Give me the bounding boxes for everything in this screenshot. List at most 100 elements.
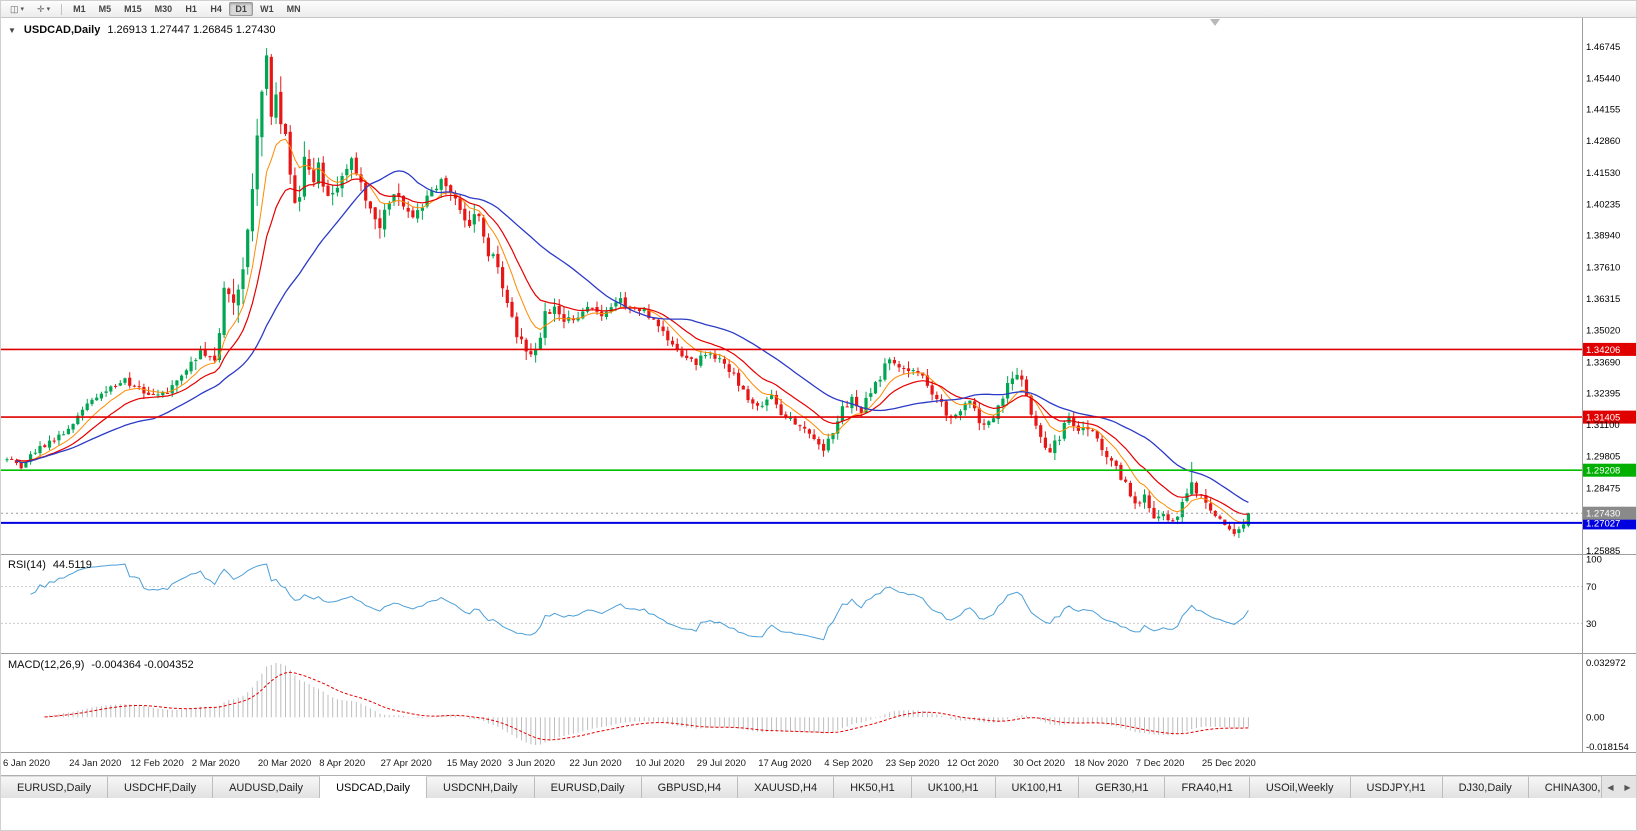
chart-tab-xauusd-h4[interactable]: XAUUSD,H4 (738, 776, 835, 798)
chart-tab-eurusd-daily[interactable]: EURUSD,Daily (1, 776, 108, 798)
svg-text:1.44155: 1.44155 (1586, 105, 1620, 116)
svg-text:1.28475: 1.28475 (1586, 483, 1620, 494)
macd-pane: 0.032972 0.00 -0.018154 (44, 658, 1629, 753)
svg-text:30: 30 (1586, 619, 1597, 630)
svg-text:0.00: 0.00 (1586, 712, 1605, 723)
chart-tab-usdjpy-h1[interactable]: USDJPY,H1 (1350, 776, 1443, 798)
tabs-scroll-left-button[interactable]: ◀ (1607, 782, 1614, 792)
svg-text:1.29805: 1.29805 (1586, 451, 1620, 462)
chart-tab-ger30-h1[interactable]: GER30,H1 (1079, 776, 1166, 798)
chart-tab-uk100-h1[interactable]: UK100,H1 (995, 776, 1080, 798)
collapse-icon[interactable]: ▼ (8, 26, 16, 35)
chevron-down-icon: ▾ (46, 5, 51, 13)
timeframe-button-w1[interactable]: W1 (260, 4, 274, 14)
svg-text:10 Jul 2020: 10 Jul 2020 (636, 758, 685, 769)
svg-text:1.38940: 1.38940 (1586, 231, 1620, 242)
candlesticks (5, 48, 1250, 538)
tabs-scroll-right-button[interactable]: ▶ (1624, 782, 1631, 792)
chart-ohlc-values: 1.26913 1.27447 1.26845 1.27430 (107, 24, 276, 36)
svg-text:29 Jul 2020: 29 Jul 2020 (697, 758, 746, 769)
timeframe-button-group: M1 M5 M15 M30 H1 H4 D1 W1 MN (67, 2, 307, 16)
svg-text:20 Mar 2020: 20 Mar 2020 (258, 758, 311, 769)
rsi-value: 44.5119 (52, 559, 92, 571)
chart-header: ▼ USDCAD,Daily 1.26913 1.27447 1.26845 1… (8, 24, 276, 36)
chart-tab-china300-h1[interactable]: CHINA300,H1 (1528, 776, 1601, 798)
chart-tab-audusd-daily[interactable]: AUDUSD,Daily (213, 776, 321, 798)
svg-text:1.27430: 1.27430 (1586, 509, 1620, 520)
timeframe-button-m5[interactable]: M5 (98, 4, 112, 14)
chart-tab-gbpusd-h4[interactable]: GBPUSD,H4 (641, 776, 739, 798)
rsi-pane: 100 70 30 (1, 555, 1602, 641)
chart-tab-fra40-h1[interactable]: FRA40,H1 (1165, 776, 1250, 798)
timeframe-button-m30[interactable]: M30 (154, 4, 173, 14)
svg-text:1.41530: 1.41530 (1586, 168, 1620, 179)
svg-text:1.36315: 1.36315 (1586, 294, 1620, 305)
timeframe-button-mn[interactable]: MN (286, 4, 301, 14)
chart-toolbar: ◫ ▾ ✛ ▾ M1 M5 M15 M30 H1 H4 D1 W1 MN (1, 1, 1636, 18)
chart-tab-usdcnh-daily[interactable]: USDCNH,Daily (427, 776, 535, 798)
chart-tab-hk50-h1[interactable]: HK50,H1 (834, 776, 912, 798)
macd-header: MACD(12,26,9) -0.004364 -0.004352 (8, 659, 194, 671)
svg-text:18 Nov 2020: 18 Nov 2020 (1074, 758, 1128, 769)
tab-scroll-controls: ◀ ▶ (1601, 776, 1636, 798)
svg-text:25 Dec 2020: 25 Dec 2020 (1202, 758, 1256, 769)
timeframe-button-d1[interactable]: D1 (229, 2, 254, 16)
macd-signal-line (44, 671, 1249, 741)
price-axis: 1.46745 1.45440 1.44155 1.42860 1.41530 1.402… (1586, 42, 1620, 557)
timeframe-button-h4[interactable]: H4 (210, 4, 222, 14)
chart-tab-uk100-h1[interactable]: UK100,H1 (911, 776, 996, 798)
svg-text:6 Jan 2020: 6 Jan 2020 (3, 758, 50, 769)
chart-tab-usdcad-daily[interactable]: USDCAD,Daily (320, 776, 428, 798)
svg-text:8 Apr 2020: 8 Apr 2020 (319, 758, 365, 769)
chart-tab-dj30-daily[interactable]: DJ30,Daily (1442, 776, 1529, 798)
timeframe-button-m15[interactable]: M15 (124, 4, 142, 14)
svg-text:27 Apr 2020: 27 Apr 2020 (381, 758, 432, 769)
svg-text:2 Mar 2020: 2 Mar 2020 (192, 758, 240, 769)
chart-symbol-label: USDCAD,Daily (23, 24, 101, 36)
ma-slow-line (16, 170, 1249, 503)
svg-text:1.46745: 1.46745 (1586, 42, 1620, 53)
price-tag-1.34206[interactable]: 1.34206 (1583, 342, 1637, 356)
chart-tab-bar: EURUSD,Daily USDCHF,Daily AUDUSD,Daily USDC… (1, 775, 1636, 798)
timeframe-button-h1[interactable]: H1 (185, 4, 197, 14)
svg-text:1.42860: 1.42860 (1586, 136, 1620, 147)
chart-area[interactable]: 1.34206 1.31405 1.29208 1.27027 1.27430 1.467… (1, 18, 1637, 775)
toolbar-separator (61, 3, 63, 15)
svg-text:22 Jun 2020: 22 Jun 2020 (569, 758, 621, 769)
svg-text:1.27027: 1.27027 (1586, 518, 1620, 529)
ma-fast-line (16, 138, 1249, 523)
svg-text:4 Sep 2020: 4 Sep 2020 (824, 758, 873, 769)
timeframe-button-m1[interactable]: M1 (73, 4, 86, 14)
price-tag-1.29208[interactable]: 1.29208 (1583, 463, 1637, 477)
svg-text:1.29208: 1.29208 (1586, 466, 1620, 477)
svg-text:12 Feb 2020: 12 Feb 2020 (130, 758, 183, 769)
chart-type-dropdown-button[interactable]: ◫ ▾ (4, 2, 30, 16)
chart-tab-eurusd-daily[interactable]: EURUSD,Daily (534, 776, 642, 798)
ma-medium-line (16, 178, 1249, 515)
rsi-label: RSI(14) (8, 559, 46, 571)
crosshair-dropdown-button[interactable]: ✛ ▾ (31, 2, 56, 16)
rsi-line (30, 563, 1249, 641)
macd-values: -0.004364 -0.004352 (91, 659, 194, 671)
svg-text:7 Dec 2020: 7 Dec 2020 (1136, 758, 1185, 769)
chart-tab-usoil-weekly[interactable]: USOil,Weekly (1249, 776, 1351, 798)
rsi-header: RSI(14) 44.5119 (8, 559, 92, 571)
crosshair-icon: ✛ (37, 3, 45, 14)
chart-tabs: EURUSD,Daily USDCHF,Daily AUDUSD,Daily USDC… (1, 776, 1601, 798)
current-price-tag[interactable]: 1.27430 (1583, 506, 1637, 520)
svg-text:15 May 2020: 15 May 2020 (447, 758, 502, 769)
svg-text:0.032972: 0.032972 (1586, 658, 1626, 669)
svg-text:24 Jan 2020: 24 Jan 2020 (69, 758, 121, 769)
svg-text:-0.018154: -0.018154 (1586, 742, 1629, 753)
svg-text:70: 70 (1586, 582, 1597, 593)
chart-type-icon: ◫ (10, 3, 19, 14)
svg-text:1.34206: 1.34206 (1586, 345, 1620, 356)
price-tag-1.31405[interactable]: 1.31405 (1583, 410, 1637, 424)
chart-tab-usdchf-daily[interactable]: USDCHF,Daily (107, 776, 214, 798)
chart-shift-marker[interactable] (1210, 19, 1220, 26)
chevron-down-icon: ▾ (20, 5, 25, 13)
macd-label: MACD(12,26,9) (8, 659, 85, 671)
svg-text:1.40235: 1.40235 (1586, 199, 1620, 210)
